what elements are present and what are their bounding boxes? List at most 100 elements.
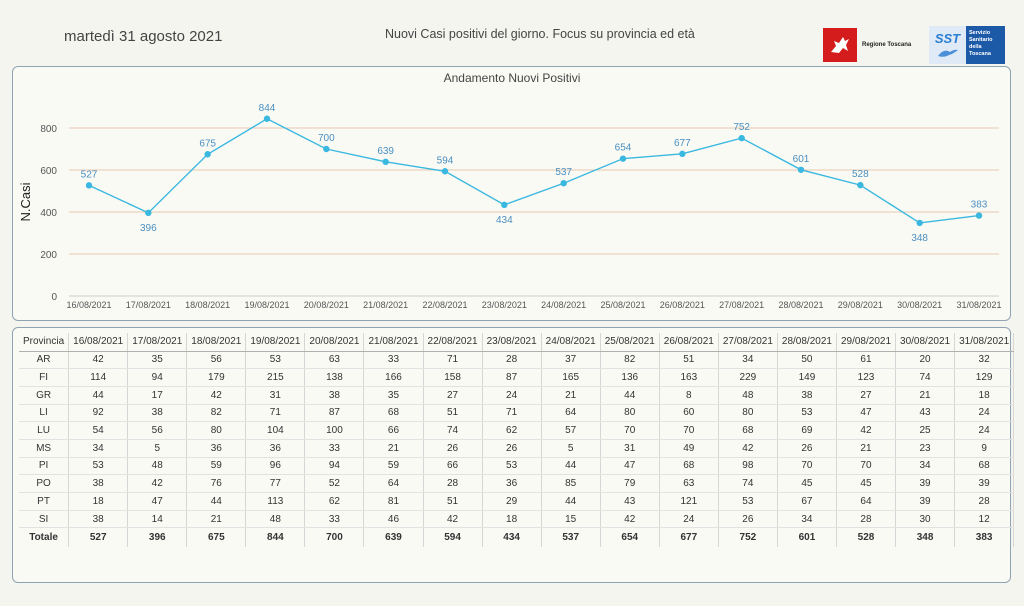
data-label: 396 (140, 223, 157, 234)
data-point (738, 134, 745, 142)
sst-logo: SST Servizio Sanitario della Toscana (929, 26, 1005, 64)
cell-value: 31 (600, 439, 660, 458)
cell-value: 68 (718, 421, 778, 440)
cell-value: 56 (186, 351, 247, 370)
cell-value: 48 (127, 457, 188, 476)
cell-value: 29 (482, 492, 542, 511)
cell-value: 383 (954, 527, 1015, 547)
cell-value: 94 (304, 457, 365, 476)
data-label: 700 (318, 133, 335, 144)
cell-value: 98 (718, 457, 778, 476)
cell-value: 38 (68, 510, 129, 529)
cell-value: 675 (186, 527, 247, 547)
cell-value: 700 (304, 527, 365, 547)
cell-value: 50 (777, 351, 837, 370)
province-name: AR (19, 351, 70, 370)
cell-value: 348 (895, 527, 956, 547)
header-date: 27/08/2021 (718, 333, 778, 352)
header-date: 16/08/2021 (68, 333, 129, 352)
cell-value: 47 (836, 404, 897, 423)
cell-value: 70 (836, 457, 897, 476)
cell-value: 18 (954, 386, 1015, 405)
cell-value: 44 (186, 492, 247, 511)
cell-value: 42 (600, 510, 660, 529)
cell-value: 45 (777, 474, 837, 493)
cell-value: 53 (245, 351, 306, 370)
cell-value: 53 (777, 404, 837, 423)
report-subtitle: Nuovi Casi positivi del giorno. Focus su… (385, 27, 695, 41)
cell-value: 396 (127, 527, 188, 547)
cell-value: 66 (423, 457, 483, 476)
cell-value: 44 (541, 457, 601, 476)
table-panel: Provincia 16/08/2021 17/08/2021 18/08/2021 1… (12, 327, 1015, 583)
data-point (679, 150, 686, 158)
data-point (975, 212, 983, 219)
x-tick-label: 16/08/2021 (66, 300, 111, 310)
cell-value: 138 (304, 368, 365, 387)
data-label: 654 (615, 143, 632, 154)
cell-value: 53 (718, 492, 778, 511)
cell-value: 94 (127, 368, 188, 387)
province-name: GR (19, 386, 70, 405)
data-point (85, 182, 93, 189)
header-date: 29/08/2021 (836, 333, 897, 352)
table-row: FI 114 94 179 215 138 166 158 87 165 136 163 229 149 1… (19, 368, 1015, 387)
cell-value: 5 (541, 439, 601, 458)
x-tick-label: 22/08/2021 (422, 300, 467, 310)
y-tick-label: 800 (40, 124, 57, 135)
cell-value: 51 (423, 492, 483, 511)
series-line (88, 117, 980, 224)
cell-value: 71 (482, 404, 542, 423)
cell-value: 59 (186, 457, 247, 476)
cell-value: 14 (127, 510, 188, 529)
cell-value: 163 (659, 368, 719, 387)
x-tick-label: 25/08/2021 (600, 300, 645, 310)
data-point (441, 168, 449, 175)
cell-value: 36 (186, 439, 247, 458)
cell-value: 49 (659, 439, 719, 458)
chart-panel: Andamento Nuovi Positivi 0 200 400 600 800 N.C… (12, 66, 1011, 321)
header-date: 28/08/2021 (777, 333, 837, 352)
cell-value: 114 (68, 368, 129, 387)
cell-value: 51 (659, 351, 719, 370)
cell-value: 158 (423, 368, 483, 387)
cell-value: 26 (482, 439, 542, 458)
cell-value: 85 (541, 474, 601, 493)
data-label: 675 (199, 138, 216, 149)
total-row: Totale 527 396 675 844 700 639 594 434 537 654 677 7… (19, 527, 1015, 547)
table-row: AR 42 35 56 53 63 33 71 28 37 82 51 34 50 61 20 32 (19, 351, 1015, 370)
table-row: LI 92 38 82 71 87 68 51 71 64 80 60 80 53 47 43 24 (19, 404, 1015, 423)
cell-value: 594 (423, 527, 483, 547)
cell-value: 87 (482, 368, 542, 387)
cell-value: 35 (363, 386, 424, 405)
cell-value: 42 (127, 474, 188, 493)
province-name: FI (19, 368, 70, 387)
cell-value: 42 (718, 439, 778, 458)
province-name: MS (19, 439, 70, 458)
cell-value: 752 (718, 527, 778, 547)
cell-value: 67 (777, 492, 837, 511)
data-point (263, 115, 271, 122)
cell-value: 32 (954, 351, 1015, 370)
province-table: Provincia 16/08/2021 17/08/2021 18/08/2021 1… (19, 333, 1015, 547)
chart-title: Andamento Nuovi Positivi (444, 71, 581, 85)
y-tick-label: 200 (40, 250, 57, 261)
cell-value: 39 (895, 474, 956, 493)
cell-value: 113 (245, 492, 306, 511)
cell-value: 26 (777, 439, 837, 458)
data-label: 434 (496, 215, 513, 226)
cell-value: 44 (68, 386, 129, 405)
cell-value: 79 (600, 474, 660, 493)
cell-value: 229 (718, 368, 778, 387)
cell-value: 42 (186, 386, 247, 405)
data-point (916, 219, 923, 227)
cell-value: 70 (777, 457, 837, 476)
data-point (501, 201, 508, 209)
sst-text: Servizio Sanitario della Toscana (966, 26, 1005, 64)
data-label: 527 (81, 169, 98, 180)
table-row: PO 38 42 76 77 52 64 28 36 85 79 63 74 45 45 39 39 (19, 474, 1015, 493)
cell-value: 64 (363, 474, 424, 493)
cell-value: 677 (659, 527, 719, 547)
data-point (857, 181, 864, 189)
cell-value: 43 (600, 492, 660, 511)
